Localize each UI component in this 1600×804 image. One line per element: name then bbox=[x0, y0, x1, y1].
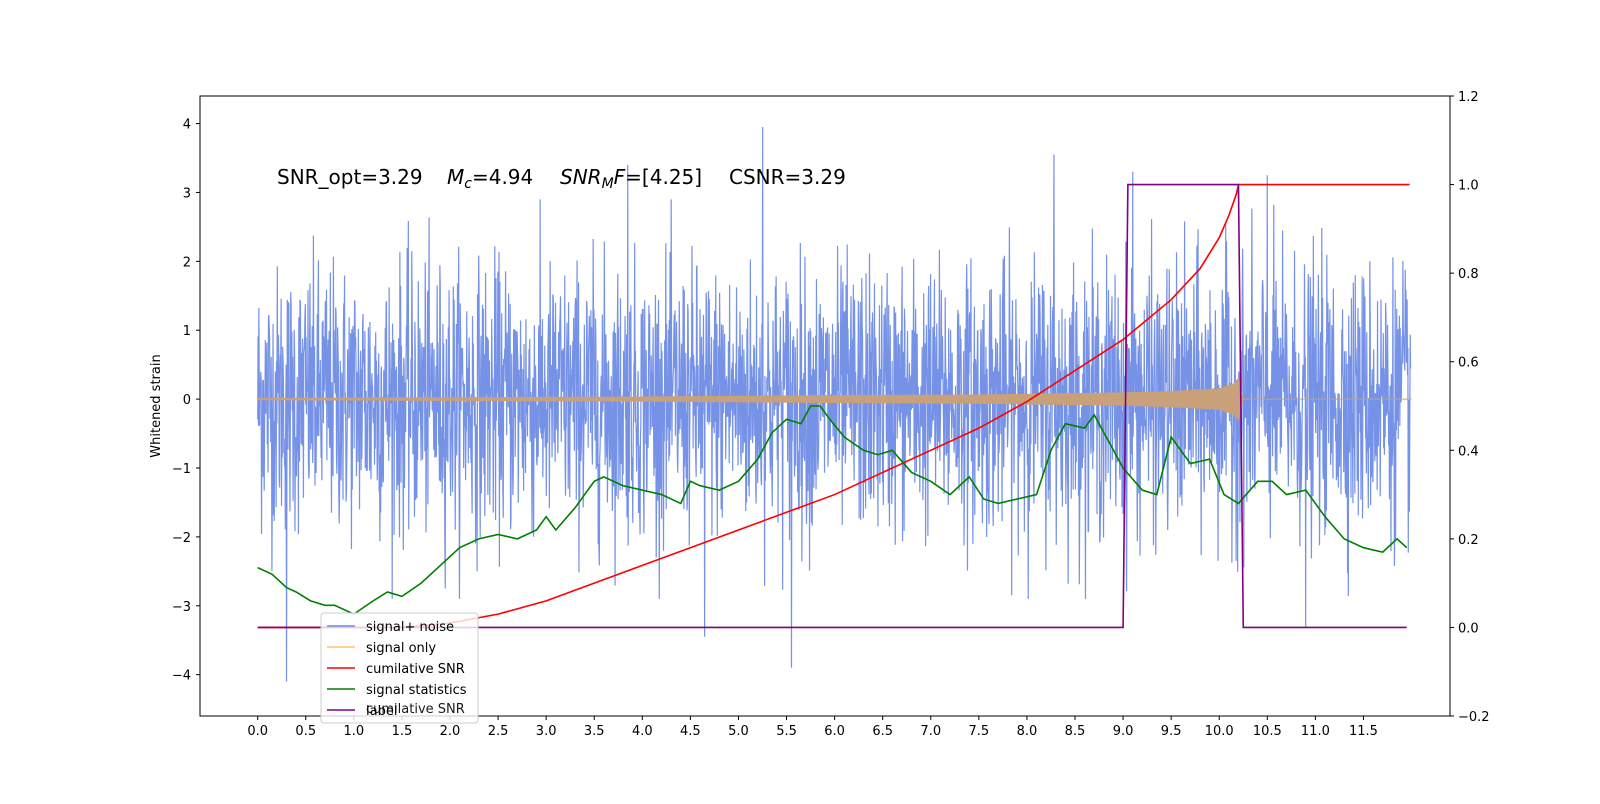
x-tick-label: 5.5 bbox=[776, 724, 797, 739]
x-tick-label: 4.0 bbox=[632, 724, 653, 739]
y-right-axis-ticks: 1.2 1.0 0.8 0.6 0.4 0.2 0.0 −0.2 bbox=[1450, 90, 1490, 725]
y-left-tick-label: −3 bbox=[172, 600, 191, 615]
series-line-signal-statistics bbox=[257, 405, 1408, 616]
y-right-tick-label: 0.0 bbox=[1458, 621, 1479, 636]
legend-box bbox=[320, 612, 479, 724]
x-tick-label: 0.5 bbox=[295, 724, 316, 739]
x-tick-label: 7.0 bbox=[920, 724, 941, 739]
annotation-snrmf-symbol2: F bbox=[614, 165, 626, 189]
x-tick-label: 7.5 bbox=[969, 724, 990, 739]
x-tick-label: 9.5 bbox=[1161, 724, 1182, 739]
x-tick-label: 10.0 bbox=[1205, 724, 1234, 739]
x-tick-label: 11.0 bbox=[1301, 724, 1330, 739]
y-right-tick-label: 1.2 bbox=[1458, 90, 1479, 105]
annotation-snr-opt: SNR_opt=3.29 bbox=[277, 165, 423, 189]
y-left-tick-label: 4 bbox=[183, 118, 191, 133]
y-right-tick-label: 0.4 bbox=[1458, 444, 1479, 459]
annotation-snrmf-symbol: SNR bbox=[560, 165, 602, 189]
legend-label-signal-noise: signal+ noise bbox=[366, 620, 454, 635]
series-line-cumilative-snr bbox=[257, 183, 1410, 629]
y-right-tick-label: 0.2 bbox=[1458, 533, 1479, 548]
x-tick-label: 2.5 bbox=[488, 724, 509, 739]
y-left-tick-label: 0 bbox=[183, 393, 191, 408]
series-line-label bbox=[257, 183, 1407, 629]
annotation-snrmf-sub: M bbox=[602, 176, 614, 192]
legend-label-label: label bbox=[366, 704, 397, 719]
legend-label-signal-statistics: signal statistics bbox=[366, 683, 467, 698]
signal-only-layer bbox=[257, 377, 1412, 421]
x-tick-label: 11.5 bbox=[1349, 724, 1378, 739]
y-left-tick-label: −2 bbox=[172, 531, 191, 546]
x-tick-label: 8.0 bbox=[1017, 724, 1038, 739]
x-tick-label: 1.0 bbox=[344, 724, 365, 739]
annotation-mc-symbol: M bbox=[447, 165, 464, 189]
y-right-tick-label: −0.2 bbox=[1458, 710, 1490, 725]
y-right-tick-label: 0.8 bbox=[1458, 267, 1479, 282]
y-left-axis-label: Whitened strain bbox=[149, 354, 164, 457]
legend-label-signal-only: signal only bbox=[366, 641, 436, 656]
annotation-csnr: CSNR=3.29 bbox=[729, 165, 846, 189]
x-axis-ticks: 0.0 0.5 1.0 1.5 2.0 2.5 3.0 3.5 4.0 4.5 5.0 5.5 6.0 6… bbox=[247, 716, 1378, 739]
annotation-mc-sub: c bbox=[464, 176, 472, 192]
x-tick-label: 6.0 bbox=[824, 724, 845, 739]
annotation-mc-value: =4.94 bbox=[472, 165, 533, 189]
y-left-tick-label: 1 bbox=[183, 324, 191, 339]
y-left-axis-ticks: 4 3 2 1 0 −1 −2 −3 −4 bbox=[172, 118, 200, 684]
x-tick-label: 3.5 bbox=[584, 724, 605, 739]
x-tick-label: 3.0 bbox=[536, 724, 557, 739]
x-tick-label: 1.5 bbox=[392, 724, 413, 739]
x-tick-label: 10.5 bbox=[1253, 724, 1282, 739]
x-tick-label: 9.0 bbox=[1113, 724, 1134, 739]
legend-overlapped-text: cumilative SNR bbox=[366, 702, 465, 717]
y-left-tick-label: 3 bbox=[183, 186, 191, 201]
series-area-signal-only bbox=[257, 377, 1412, 421]
y-left-tick-label: −1 bbox=[172, 462, 191, 477]
legend-label-cumilative-snr: cumilative SNR bbox=[366, 662, 465, 677]
y-left-tick-label: 2 bbox=[183, 255, 191, 270]
y-left-tick-label: −4 bbox=[172, 669, 191, 684]
legend: cumilative SNR signal+ noise signal only c… bbox=[320, 612, 479, 724]
annotation-snrmf-value: =[4.25] bbox=[625, 165, 702, 189]
x-tick-label: 6.5 bbox=[872, 724, 893, 739]
x-tick-label: 0.0 bbox=[247, 724, 268, 739]
x-tick-label: 4.5 bbox=[680, 724, 701, 739]
x-tick-label: 2.0 bbox=[440, 724, 461, 739]
chart-annotation: SNR_opt=3.29 Mc=4.94 SNRMF=[4.25] CSNR=3… bbox=[277, 165, 846, 192]
series-lines-layer bbox=[257, 183, 1410, 629]
y-right-tick-label: 1.0 bbox=[1458, 179, 1479, 194]
y-right-tick-label: 0.6 bbox=[1458, 356, 1479, 371]
annotation-mc: Mc=4.94 bbox=[447, 165, 533, 192]
x-tick-label: 8.5 bbox=[1065, 724, 1086, 739]
annotation-snrmf: SNRMF=[4.25] bbox=[560, 165, 702, 192]
x-tick-label: 5.0 bbox=[728, 724, 749, 739]
plot-frame bbox=[199, 95, 1451, 717]
